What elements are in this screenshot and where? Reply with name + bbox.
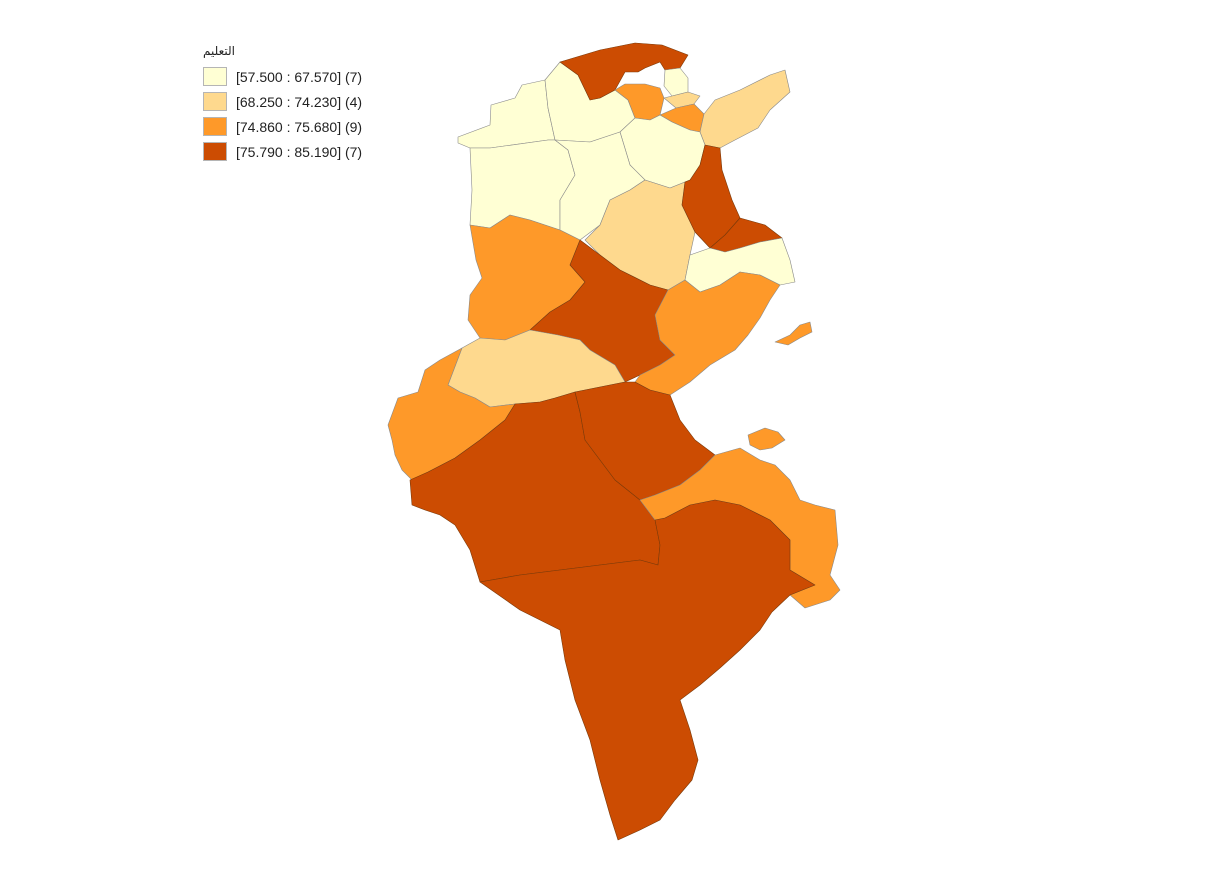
legend-swatch bbox=[203, 142, 227, 161]
legend-entry: [75.790 : 85.190] (7) bbox=[203, 139, 362, 164]
legend-entry: [57.500 : 67.570] (7) bbox=[203, 64, 362, 89]
map-legend: التعليم [57.500 : 67.570] (7) [68.250 : … bbox=[203, 44, 362, 164]
region-ariana[interactable] bbox=[663, 67, 689, 97]
region-nabeul[interactable] bbox=[699, 69, 791, 149]
legend-label: [75.790 : 85.190] (7) bbox=[236, 143, 363, 160]
legend-entry: [74.860 : 75.680] (9) bbox=[203, 114, 362, 139]
region-sfax[interactable] bbox=[634, 271, 781, 396]
legend-label: [74.860 : 75.680] (9) bbox=[236, 118, 363, 135]
legend-swatch bbox=[203, 67, 227, 86]
region-kef[interactable] bbox=[469, 139, 576, 231]
region-djerba[interactable] bbox=[747, 427, 786, 451]
legend-entry: [68.250 : 74.230] (4) bbox=[203, 89, 362, 114]
region-bizerte[interactable] bbox=[559, 42, 689, 101]
legend-title: التعليم bbox=[203, 44, 235, 58]
legend-label: [57.500 : 67.570] (7) bbox=[236, 68, 363, 85]
legend-swatch bbox=[203, 92, 227, 111]
region-jendouba[interactable] bbox=[457, 79, 556, 149]
region-kerkennah[interactable] bbox=[774, 321, 813, 346]
region-manouba[interactable] bbox=[614, 83, 665, 121]
region-tataouine[interactable] bbox=[479, 499, 816, 841]
legend-label: [68.250 : 74.230] (4) bbox=[236, 93, 363, 110]
legend-swatch bbox=[203, 117, 227, 136]
region-tozeur[interactable] bbox=[387, 347, 516, 481]
region-tunis[interactable] bbox=[663, 91, 701, 109]
